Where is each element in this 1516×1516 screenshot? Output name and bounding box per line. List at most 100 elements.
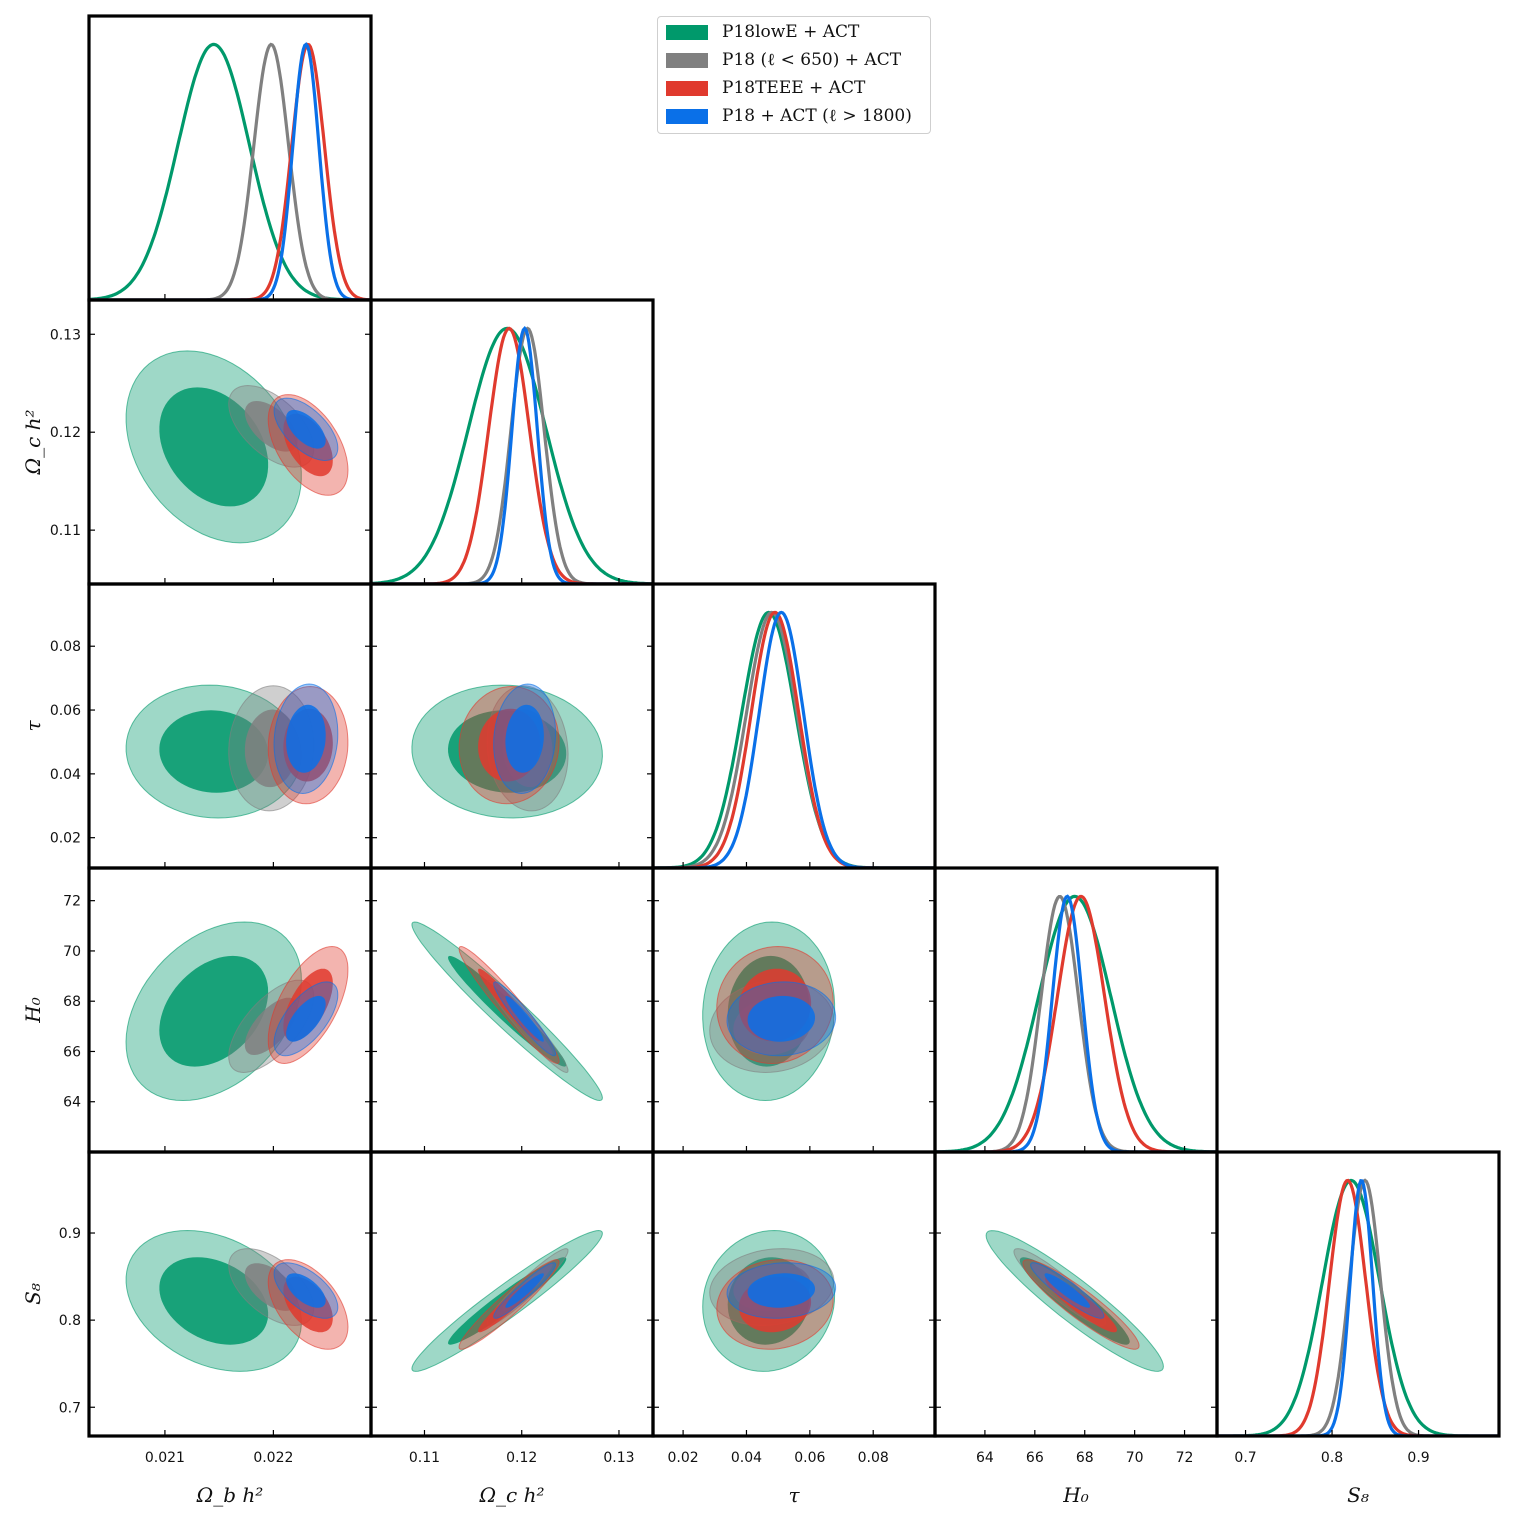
x-tick-label: 0.12 — [506, 1450, 537, 1466]
contour-68-series-0 — [159, 387, 269, 507]
y-tick-label: 68 — [63, 994, 81, 1010]
panel-tau-vs-omch2 — [411, 683, 603, 819]
marginal-curve-series-0 — [371, 326, 653, 584]
y-tick-label: 0.06 — [50, 703, 81, 719]
contour-68-series-1 — [244, 401, 298, 452]
x-tick-label: 0.13 — [603, 1450, 634, 1466]
x-tick-label: 0.08 — [858, 1450, 889, 1466]
panel-H0-vs-omch2 — [411, 921, 603, 1102]
y-axis-label-omch2: Ω_c h² — [21, 409, 45, 475]
panel-S8-vs-H0 — [985, 1230, 1164, 1372]
x-tick-label: 0.021 — [145, 1450, 185, 1466]
panel-omch2-vs-ombh2 — [125, 350, 349, 544]
legend-label: P18 + ACT (ℓ > 1800) — [722, 106, 912, 126]
y-tick-label: 0.11 — [50, 523, 81, 539]
marginal-curve-series-3 — [371, 325, 653, 584]
legend-label: P18lowE + ACT — [722, 22, 860, 42]
legend-swatch-3 — [666, 108, 708, 124]
x-tick-label: 72 — [1176, 1450, 1194, 1466]
legend-swatch-0 — [666, 24, 708, 40]
panel-ombh2-marginal — [89, 42, 371, 300]
panel-tau-marginal — [653, 610, 935, 868]
marginal-curve-series-3 — [653, 610, 935, 868]
x-tick-label: 0.8 — [1321, 1450, 1343, 1466]
x-tick-label: 0.9 — [1407, 1450, 1429, 1466]
x-tick-label: 0.022 — [253, 1450, 293, 1466]
marginal-curve-series-0 — [653, 610, 935, 868]
y-tick-label: 0.02 — [50, 831, 81, 847]
x-tick-label: 0.06 — [794, 1450, 825, 1466]
y-axis-label-S8: S₈ — [21, 1283, 45, 1305]
legend-swatch-2 — [666, 80, 708, 96]
contour-68-series-3 — [505, 1273, 544, 1308]
y-tick-label: 70 — [63, 944, 81, 960]
contour-68-series-3 — [505, 995, 544, 1042]
contour-68-series-3 — [747, 1273, 815, 1308]
x-tick-label: 64 — [976, 1450, 994, 1466]
y-axis-label-tau: τ — [21, 720, 45, 732]
panel-frame — [651, 582, 937, 870]
legend-item: P18 (ℓ < 650) + ACT — [666, 49, 901, 71]
marginal-curve-series-1 — [371, 326, 653, 584]
x-axis-label-tau: τ — [788, 1483, 800, 1507]
contour-68-series-0 — [159, 955, 269, 1067]
y-tick-label: 0.08 — [50, 639, 81, 655]
panel-tau-vs-ombh2 — [125, 683, 349, 819]
x-tick-label: 0.02 — [668, 1450, 699, 1466]
y-tick-label: 0.7 — [59, 1400, 81, 1416]
x-tick-label: 0.7 — [1234, 1450, 1256, 1466]
marginal-curve-series-3 — [935, 894, 1217, 1152]
x-tick-label: 66 — [1026, 1450, 1044, 1466]
contour-68-series-0 — [159, 1257, 269, 1345]
marginal-curve-series-3 — [1217, 1179, 1499, 1436]
x-axis-label-ombh2: Ω_b h² — [196, 1483, 264, 1507]
panel-S8-vs-tau — [702, 1229, 837, 1372]
contour-68-series-1 — [244, 997, 298, 1055]
y-tick-label: 0.13 — [50, 327, 81, 343]
y-tick-label: 0.8 — [59, 1313, 81, 1329]
legend: P18lowE + ACT P18 (ℓ < 650) + ACT P18TEE… — [657, 16, 931, 134]
panel-frame — [933, 866, 1219, 1154]
y-tick-label: 66 — [63, 1044, 81, 1060]
legend-item: P18 + ACT (ℓ > 1800) — [666, 105, 912, 127]
panel-S8-marginal — [1217, 1178, 1499, 1436]
panel-H0-vs-ombh2 — [125, 921, 349, 1102]
legend-label: P18 (ℓ < 650) + ACT — [722, 50, 902, 70]
panel-H0-marginal — [935, 894, 1217, 1152]
x-tick-label: 68 — [1076, 1450, 1094, 1466]
y-axis-label-H0: H₀ — [21, 997, 45, 1023]
y-tick-label: 0.12 — [50, 425, 81, 441]
contour-68-series-0 — [159, 710, 269, 793]
x-axis-label-omch2: Ω_c h² — [478, 1483, 544, 1507]
legend-label: P18TEEE + ACT — [722, 78, 866, 98]
y-tick-label: 0.04 — [50, 767, 81, 783]
contour-68-series-3 — [286, 704, 326, 773]
panel-omch2-marginal — [371, 325, 653, 584]
legend-item: P18lowE + ACT — [666, 21, 859, 43]
contour-68-series-3 — [1044, 1273, 1090, 1308]
marginal-curve-series-1 — [89, 42, 371, 300]
x-axis-label-H0: H₀ — [1062, 1483, 1088, 1507]
x-axis-label-S8: S₈ — [1347, 1483, 1369, 1507]
panel-frame — [87, 14, 373, 302]
legend-swatch-1 — [666, 52, 708, 68]
panel-S8-vs-ombh2 — [125, 1229, 349, 1372]
marginal-curve-series-3 — [89, 42, 371, 300]
marginal-curve-series-0 — [935, 894, 1217, 1152]
contour-68-series-3 — [286, 995, 326, 1042]
contour-68-series-3 — [286, 409, 326, 449]
x-tick-label: 0.04 — [731, 1450, 762, 1466]
marginal-curve-series-2 — [371, 326, 653, 584]
panel-frame — [1215, 1150, 1501, 1438]
y-tick-label: 64 — [63, 1095, 81, 1111]
x-tick-label: 0.11 — [409, 1450, 440, 1466]
y-tick-label: 72 — [63, 894, 81, 910]
panel-H0-vs-tau — [702, 921, 837, 1102]
legend-item: P18TEEE + ACT — [666, 77, 865, 99]
marginal-curve-series-1 — [653, 610, 935, 868]
contour-68-series-3 — [505, 704, 544, 773]
contour-68-series-3 — [286, 1273, 326, 1308]
contour-68-series-1 — [244, 1263, 298, 1311]
contour-68-series-1 — [244, 709, 298, 788]
